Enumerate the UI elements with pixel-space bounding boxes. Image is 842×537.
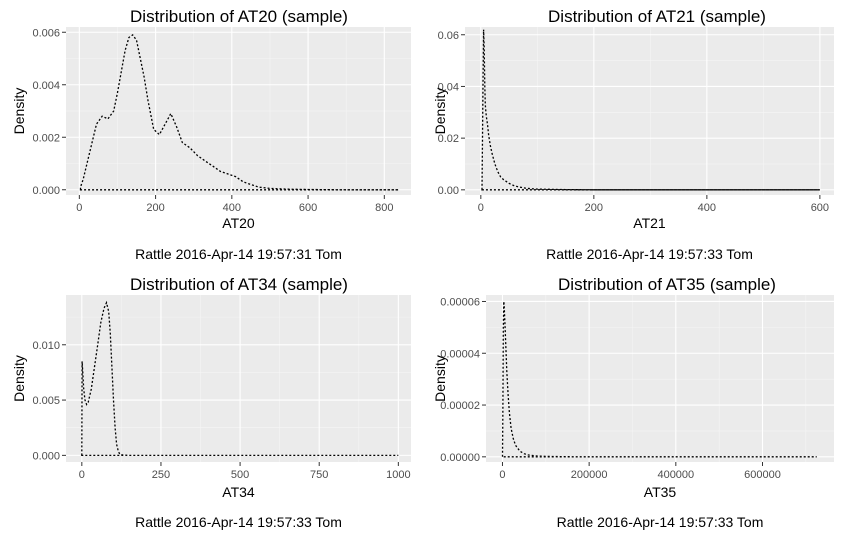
chart-panel-1: 0 200 400 600 800 0.000 0.002 0.004 0.006 Distrib… (11, 7, 411, 262)
x-axis-label: AT20 (222, 215, 255, 231)
x-tick-label: 0 (478, 202, 484, 214)
chart-footer: Rattle 2016-Apr-14 19:57:31 Tom (135, 246, 342, 262)
x-tick-label: 750 (310, 469, 328, 481)
chart-title: Distribution of AT34 (sample) (130, 275, 348, 294)
plot-background (486, 295, 834, 462)
y-tick-label: 0.00004 (440, 348, 480, 360)
y-axis-label: Density (11, 88, 27, 135)
chart-title: Distribution of AT20 (sample) (130, 7, 348, 26)
density-line (481, 29, 820, 191)
y-tick-label: 0.002 (32, 132, 60, 144)
y-axis-label: Density (432, 355, 448, 402)
x-tick-label: 400000 (657, 469, 694, 481)
x-tick-label: 600 (299, 202, 317, 214)
chart-footer: Rattle 2016-Apr-14 19:57:33 Tom (135, 514, 342, 530)
x-axis-label: AT34 (222, 484, 255, 500)
chart-title: Distribution of AT21 (sample) (548, 7, 766, 26)
y-axis-label: Density (11, 355, 27, 402)
x-tick-label: 1000 (386, 469, 410, 481)
y-tick-label: 0.004 (32, 80, 60, 92)
chart-panel-3: 0 250 500 750 1000 0.000 0.005 0.010 Distributio… (11, 275, 411, 530)
x-axis-label: AT21 (633, 215, 666, 231)
y-tick-label: 0.000 (32, 185, 60, 197)
y-tick-label: 0.00006 (440, 296, 480, 308)
x-tick-label: 0 (499, 469, 505, 481)
y-tick-label: 0.02 (438, 133, 459, 145)
y-tick-label: 0.06 (438, 30, 459, 42)
density-line (79, 34, 399, 191)
y-tick-label: 0.010 (32, 340, 60, 352)
chart-footer: Rattle 2016-Apr-14 19:57:33 Tom (546, 246, 753, 262)
x-tick-label: 0 (79, 469, 85, 481)
chart-title: Distribution of AT35 (sample) (558, 275, 776, 294)
plot-background (465, 27, 834, 195)
y-tick-label: 0.00000 (440, 452, 480, 464)
x-tick-label: 500 (231, 469, 249, 481)
x-tick-label: 200 (146, 202, 164, 214)
x-tick-label: 400 (223, 202, 241, 214)
x-axis-label: AT35 (644, 484, 677, 500)
y-tick-label: 0.04 (438, 81, 459, 93)
y-tick-label: 0.00 (438, 185, 459, 197)
chart-panel-4: 0 200000 400000 600000 0.00000 0.00002 0.00004… (432, 275, 834, 530)
x-tick-label: 200000 (571, 469, 608, 481)
x-tick-label: 250 (152, 469, 170, 481)
x-tick-label: 0 (76, 202, 82, 214)
density-line (81, 300, 399, 457)
y-tick-label: 0.005 (32, 395, 60, 407)
y-axis-label: Density (432, 88, 448, 135)
x-tick-label: 200 (585, 202, 603, 214)
chart-panel-2: 0 200 400 600 0.00 0.02 0.04 0.06 Distribution o… (432, 7, 834, 262)
chart-footer: Rattle 2016-Apr-14 19:57:33 Tom (557, 514, 764, 530)
x-tick-label: 800 (375, 202, 393, 214)
x-tick-label: 400 (698, 202, 716, 214)
y-tick-label: 0.00002 (440, 400, 480, 412)
plot-background (66, 295, 411, 462)
y-tick-label: 0.000 (32, 450, 60, 462)
density-line (501, 301, 817, 458)
x-tick-label: 600 (811, 202, 829, 214)
y-tick-label: 0.006 (32, 27, 60, 39)
x-tick-label: 600000 (744, 469, 781, 481)
